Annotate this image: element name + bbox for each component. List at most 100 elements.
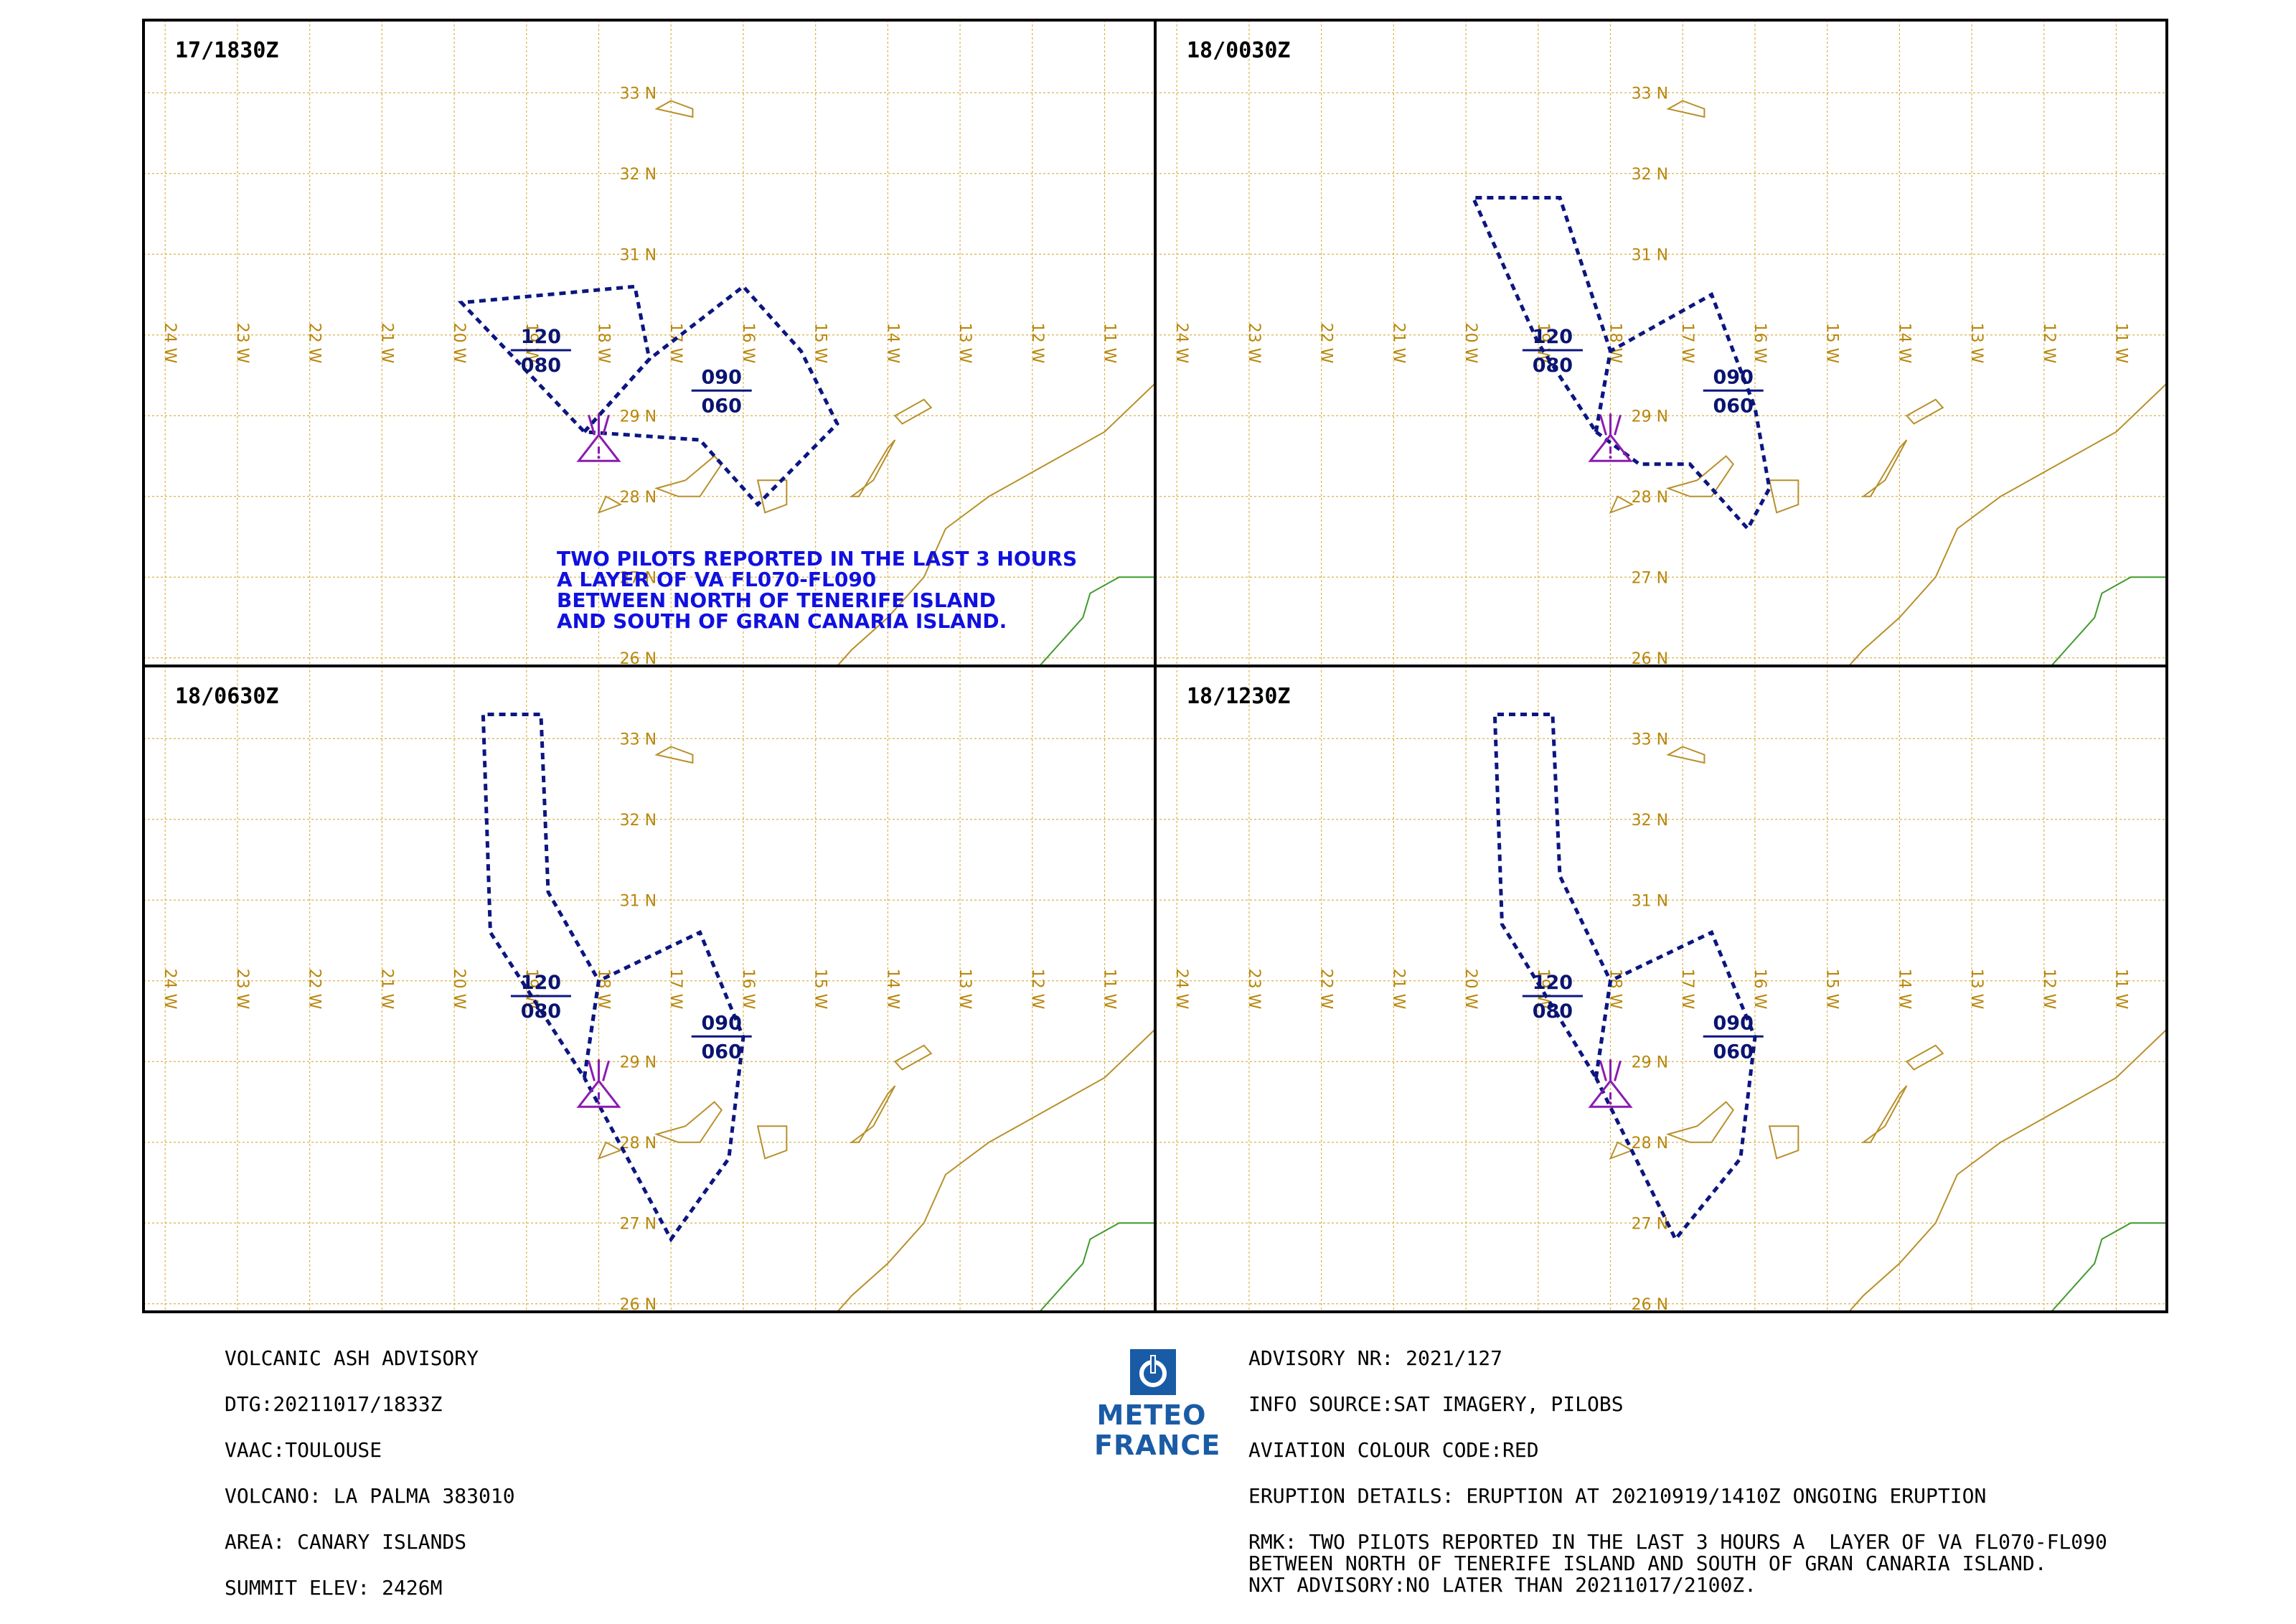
ash-polygon-fl120: [457, 284, 651, 433]
lat-label: 31 N: [620, 892, 657, 910]
panel-remark-line: A LAYER OF VA FL070-FL090: [557, 568, 876, 591]
advisory-vaac: VAAC:TOULOUSE: [225, 1438, 382, 1462]
lon-label: 24 W: [1172, 323, 1190, 364]
advisory-map-grid: 33 N 32 N 31 N 29 N 28 N 27 N 26 N 24 W 23 W 22 W…: [142, 19, 2168, 1314]
island-outline: [1665, 455, 1734, 497]
map-panel-2: 33 N 32 N 31 N 29 N 28 N 27 N 26 N 24 W 23 W 22 W…: [1154, 19, 2168, 668]
lon-label: 20 W: [1462, 323, 1479, 364]
lon-label: 20 W: [1462, 969, 1479, 1010]
lat-label: 31 N: [620, 246, 657, 264]
panel-time-label: 18/0030Z: [1187, 38, 1291, 63]
lat-label: 32 N: [620, 166, 657, 184]
lat-label: 32 N: [1632, 812, 1668, 830]
map-panel-1: 33 N 32 N 31 N 29 N 28 N 27 N 26 N 24 W 23 W 22 W…: [142, 19, 1157, 668]
lon-label: 12 W: [2040, 323, 2058, 364]
flight-level-top: 090: [702, 1012, 742, 1034]
island-outline: [893, 1044, 933, 1071]
logo-line1: METEO: [1096, 1399, 1207, 1431]
advisory-area: AREA: CANARY ISLANDS: [225, 1530, 467, 1554]
flight-level-top: 120: [521, 326, 561, 348]
island-outline: [1609, 495, 1634, 515]
lat-label: 32 N: [1632, 166, 1668, 184]
africa-coastline: [837, 1028, 1155, 1312]
lon-label: 21 W: [1389, 969, 1407, 1010]
lon-label: 19 W: [522, 323, 540, 364]
lon-label: 24 W: [161, 969, 179, 1010]
island-outline: [1666, 746, 1705, 764]
island-outline: [597, 1141, 623, 1160]
advisory-nr: ADVISORY NR: 2021/127: [1248, 1346, 1503, 1370]
lon-label: 11 W: [1101, 969, 1119, 1010]
africa-coastline: [1848, 382, 2167, 666]
island-outline: [1666, 100, 1705, 118]
lat-label: 33 N: [620, 731, 657, 748]
flight-level-top: 120: [521, 972, 561, 994]
lon-label: 12 W: [2040, 969, 2058, 1010]
lon-label: 14 W: [883, 969, 901, 1010]
flight-level-bottom: 060: [1713, 1041, 1754, 1063]
lon-label: 12 W: [1028, 323, 1046, 364]
volcano-icon: [1588, 413, 1633, 462]
lon-label: 21 W: [1389, 323, 1407, 364]
logo-line2: FRANCE: [1094, 1430, 1221, 1461]
lon-label: 16 W: [739, 323, 757, 364]
island-outline: [1609, 1141, 1634, 1160]
lon-label: 11 W: [2112, 323, 2130, 364]
flight-level-bottom: 080: [1533, 1000, 1573, 1023]
island-outline: [893, 398, 933, 425]
flight-level-bottom: 060: [1713, 395, 1754, 417]
lon-label: 17 W: [1678, 969, 1696, 1010]
island-outline: [1905, 398, 1944, 425]
lon-label: 12 W: [1028, 969, 1046, 1010]
lon-label: 17 W: [1678, 323, 1696, 364]
africa-coastline: [837, 382, 1155, 666]
volcano-icon: [576, 1059, 621, 1108]
lon-label: 13 W: [956, 323, 974, 364]
island-outline: [1860, 1085, 1908, 1143]
advisory-volcano: VOLCANO: LA PALMA 383010: [225, 1484, 515, 1508]
border-line: [1039, 1222, 1155, 1312]
lat-label: 29 N: [620, 408, 657, 426]
island-outline: [654, 100, 694, 118]
advisory-remark-line1: RMK: TWO PILOTS REPORTED IN THE LAST 3 H…: [1248, 1530, 2107, 1554]
lon-label: 16 W: [1751, 969, 1769, 1010]
lat-label: 26 N: [620, 650, 657, 668]
meteo-france-logo-icon: [1130, 1349, 1176, 1395]
lon-label: 15 W: [1823, 323, 1841, 364]
island-outline: [597, 495, 623, 515]
lon-label: 15 W: [1823, 969, 1841, 1010]
lon-label: 20 W: [450, 323, 468, 364]
ash-polygon-fl120: [1492, 713, 1613, 1079]
island-outline: [849, 439, 896, 497]
lon-label: 21 W: [377, 969, 395, 1010]
lon-label: 22 W: [306, 323, 324, 364]
flight-level-top: 090: [1713, 366, 1754, 388]
lat-label: 32 N: [620, 812, 657, 830]
advisory-remark-line2: BETWEEN NORTH OF TENERIFE ISLAND AND SOU…: [1248, 1552, 2047, 1575]
advisory-next: NXT ADVISORY:NO LATER THAN 20211017/2100…: [1248, 1573, 1757, 1597]
lon-label: 16 W: [739, 969, 757, 1010]
lon-label: 17 W: [667, 969, 684, 1010]
lat-label: 28 N: [620, 489, 657, 507]
lon-label: 24 W: [1172, 969, 1190, 1010]
lat-label: 28 N: [620, 1135, 657, 1153]
flight-level-top: 120: [1533, 972, 1573, 994]
lon-label: 18 W: [595, 323, 613, 364]
flight-level-top: 090: [1713, 1012, 1754, 1034]
ash-polygon-fl120: [481, 713, 601, 1079]
island-outline: [1905, 1044, 1944, 1071]
advisory-title: VOLCANIC ASH ADVISORY: [225, 1346, 479, 1370]
lat-label: 26 N: [1632, 650, 1668, 668]
lon-label: 14 W: [1895, 969, 1913, 1010]
lat-label: 27 N: [1632, 1215, 1668, 1233]
lat-label: 33 N: [1632, 85, 1668, 103]
panel-remark-line: BETWEEN NORTH OF TENERIFE ISLAND: [557, 588, 996, 612]
lon-label: 21 W: [377, 323, 395, 364]
ash-polygon-fl090: [1594, 291, 1772, 532]
lat-label: 27 N: [620, 1215, 657, 1233]
lat-label: 28 N: [1632, 1135, 1668, 1153]
lat-label: 27 N: [1632, 569, 1668, 587]
lat-label: 26 N: [620, 1296, 657, 1314]
border-line: [2051, 576, 2167, 666]
panel-remark-line: TWO PILOTS REPORTED IN THE LAST 3 HOURS: [557, 547, 1077, 571]
